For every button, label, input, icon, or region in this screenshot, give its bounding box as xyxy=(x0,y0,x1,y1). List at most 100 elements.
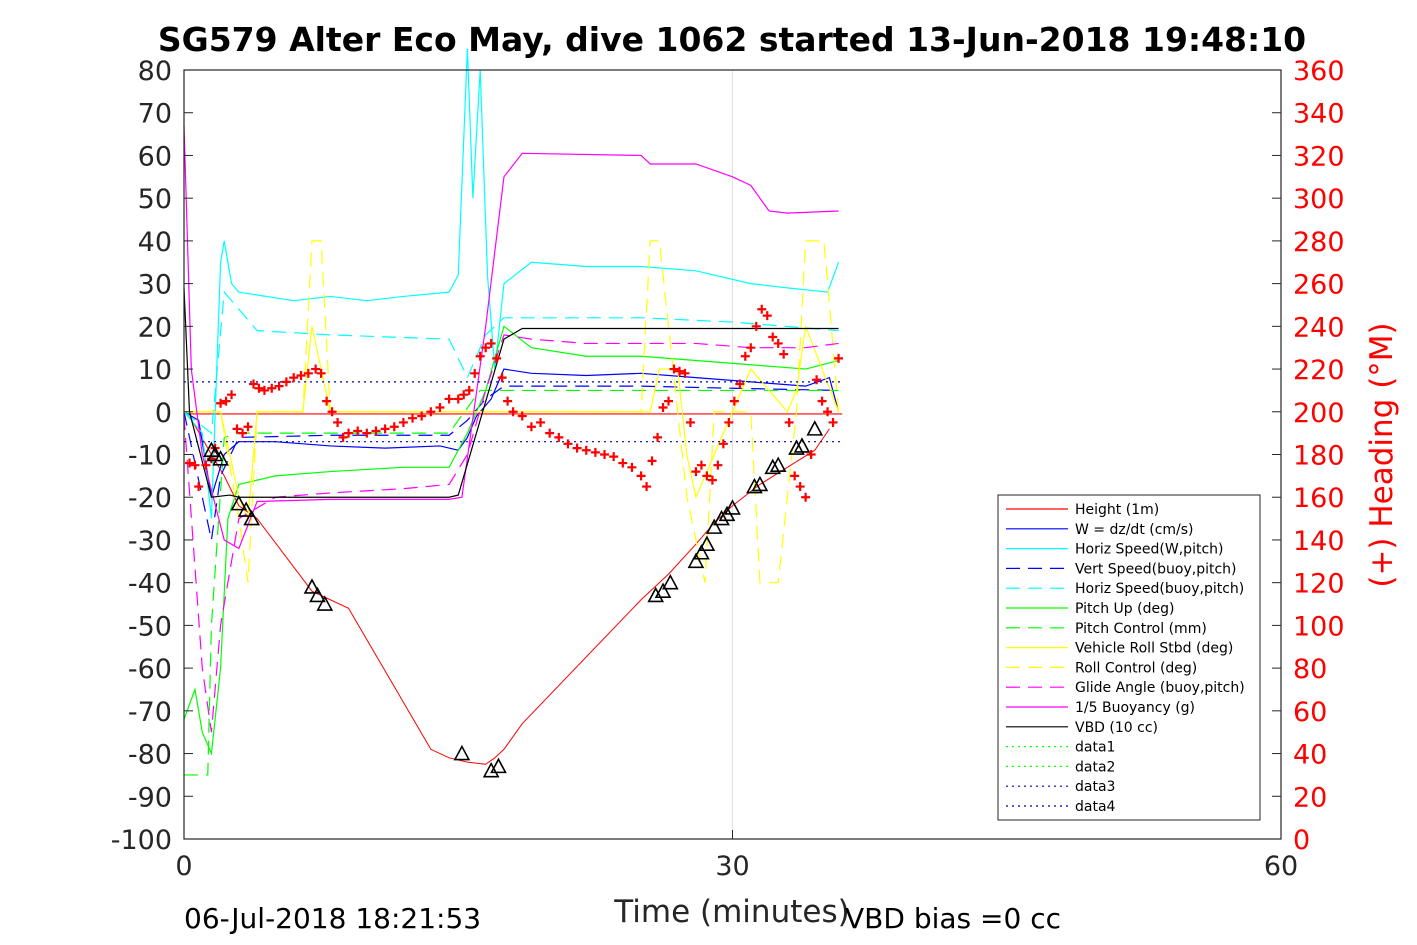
legend-label-data4: data4 xyxy=(1075,799,1116,815)
heading-point-79 xyxy=(724,417,734,427)
heading-point-92 xyxy=(795,482,805,492)
triangle-marker-4 xyxy=(237,501,255,517)
x-axis-label: Time (minutes) xyxy=(613,894,849,930)
heading-point-18 xyxy=(289,373,299,383)
triangle-marker-10 xyxy=(482,761,500,778)
triangle-marker-0 xyxy=(203,441,220,458)
heading-point-97 xyxy=(823,407,833,417)
heading-point-46 xyxy=(492,353,502,363)
heading-point-30 xyxy=(371,426,381,436)
heading-point-34 xyxy=(408,413,418,423)
heading-point-99 xyxy=(834,353,844,363)
triangle-marker-21 xyxy=(724,499,741,515)
heading-point-11 xyxy=(243,422,253,432)
heading-point-20 xyxy=(303,368,313,378)
left-tick-label-13: -50 xyxy=(128,611,172,642)
heading-point-61 xyxy=(618,458,628,468)
heading-point-89 xyxy=(779,349,789,359)
heading-point-60 xyxy=(609,452,619,462)
heading-point-64 xyxy=(642,482,652,492)
heading-point-44 xyxy=(481,343,491,353)
legend-label-glide-angle-buoy-pitch: Glide Angle (buoy,pitch) xyxy=(1075,680,1245,696)
heading-point-21 xyxy=(311,364,321,374)
heading-point-65 xyxy=(647,456,657,466)
heading-point-96 xyxy=(817,396,827,406)
heading-point-47 xyxy=(497,373,507,383)
heading-point-59 xyxy=(600,450,610,459)
heading-point-90 xyxy=(784,417,794,427)
legend-label-data3: data3 xyxy=(1075,779,1115,795)
heading-point-95 xyxy=(812,375,822,385)
heading-point-66 xyxy=(653,432,663,442)
triangle-marker-5 xyxy=(243,509,260,526)
series-line-vehicle-roll-stbd-deg xyxy=(184,323,840,519)
triangle-marker-13 xyxy=(654,582,672,599)
heading-point-2 xyxy=(194,482,204,492)
heading-point-82 xyxy=(740,351,750,361)
heading-point-70 xyxy=(674,366,684,376)
left-tick-label-5: 30 xyxy=(138,270,172,301)
heading-point-9 xyxy=(232,424,242,434)
right-tick-label-17: 20 xyxy=(1293,782,1327,813)
heading-point-24 xyxy=(327,407,337,417)
legend-label-w-dz-dt-cm-s: W = dz/dt (cm/s) xyxy=(1075,522,1194,538)
heading-point-48 xyxy=(503,396,513,406)
right-tick-label-1: 340 xyxy=(1293,99,1345,130)
right-axis: 3603403203002802602402202001801601401201… xyxy=(1272,56,1345,856)
heading-point-88 xyxy=(773,338,783,348)
x-axis: 0 30 60 xyxy=(175,830,1298,882)
heading-point-38 xyxy=(444,394,454,404)
series-line-horiz-speed-buoy-pitch xyxy=(183,290,839,435)
heading-point-12 xyxy=(248,379,258,389)
left-tick-label-17: -90 xyxy=(128,782,172,813)
legend-label-roll-control-deg: Roll Control (deg) xyxy=(1075,660,1197,676)
right-tick-label-12: 120 xyxy=(1293,569,1345,600)
right-tick-label-13: 100 xyxy=(1293,611,1345,642)
legend-label-horiz-speed-buoy-pitch: Horiz Speed(buoy,pitch) xyxy=(1075,581,1244,597)
legend-label-pitch-control-mm: Pitch Control (mm) xyxy=(1075,621,1207,637)
left-tick-label-4: 40 xyxy=(138,227,172,258)
triangle-marker-6 xyxy=(303,578,321,594)
heading-point-10 xyxy=(238,428,248,438)
heading-point-75 xyxy=(702,471,712,481)
heading-point-31 xyxy=(380,424,390,434)
heading-point-50 xyxy=(517,411,527,421)
triangle-marker-14 xyxy=(661,573,679,590)
heading-point-69 xyxy=(669,364,679,374)
legend-label-height-1m: Height (1m) xyxy=(1075,502,1159,518)
heading-point-98 xyxy=(828,417,838,427)
legend-label-pitch-up-deg: Pitch Up (deg) xyxy=(1075,601,1174,617)
triangle-marker-2 xyxy=(212,450,229,466)
legend-label-vehicle-roll-stbd-deg: Vehicle Roll Stbd (deg) xyxy=(1075,641,1233,657)
right-tick-label-3: 300 xyxy=(1293,184,1345,215)
heading-point-63 xyxy=(636,471,646,481)
heading-point-40 xyxy=(459,390,469,400)
markers-layer xyxy=(184,304,844,778)
legend-label-data1: data1 xyxy=(1075,740,1115,756)
series-line-glide-angle-buoy-pitch xyxy=(183,334,839,733)
heading-point-78 xyxy=(718,439,728,449)
triangle-marker-15 xyxy=(687,552,705,569)
legend-label-horiz-speed-w-pitch: Horiz Speed(W,pitch) xyxy=(1075,542,1223,558)
heading-point-74 xyxy=(696,460,706,470)
heading-point-87 xyxy=(768,332,778,342)
x-tick-label-1: 30 xyxy=(715,851,749,882)
legend-label-1-5-buoyancy-g: 1/5 Buoyancy (g) xyxy=(1075,700,1195,716)
heading-point-19 xyxy=(296,370,306,380)
series-line-1-5-buoyancy-g xyxy=(183,125,839,550)
heading-point-6 xyxy=(216,398,226,408)
heading-point-1 xyxy=(190,460,200,470)
right-tick-label-15: 60 xyxy=(1293,697,1327,728)
left-tick-label-7: 10 xyxy=(138,355,172,386)
right-tick-label-8: 200 xyxy=(1293,398,1345,429)
x-tick-label-2: 60 xyxy=(1264,851,1298,882)
left-tick-label-1: 70 xyxy=(138,99,172,130)
series-line-vbd-10-cc xyxy=(183,287,839,498)
heading-point-80 xyxy=(729,396,739,406)
heading-point-26 xyxy=(338,432,348,442)
heading-point-0 xyxy=(184,458,194,468)
heading-point-16 xyxy=(274,381,284,391)
right-tick-label-9: 180 xyxy=(1293,441,1345,472)
heading-point-67 xyxy=(658,403,668,413)
